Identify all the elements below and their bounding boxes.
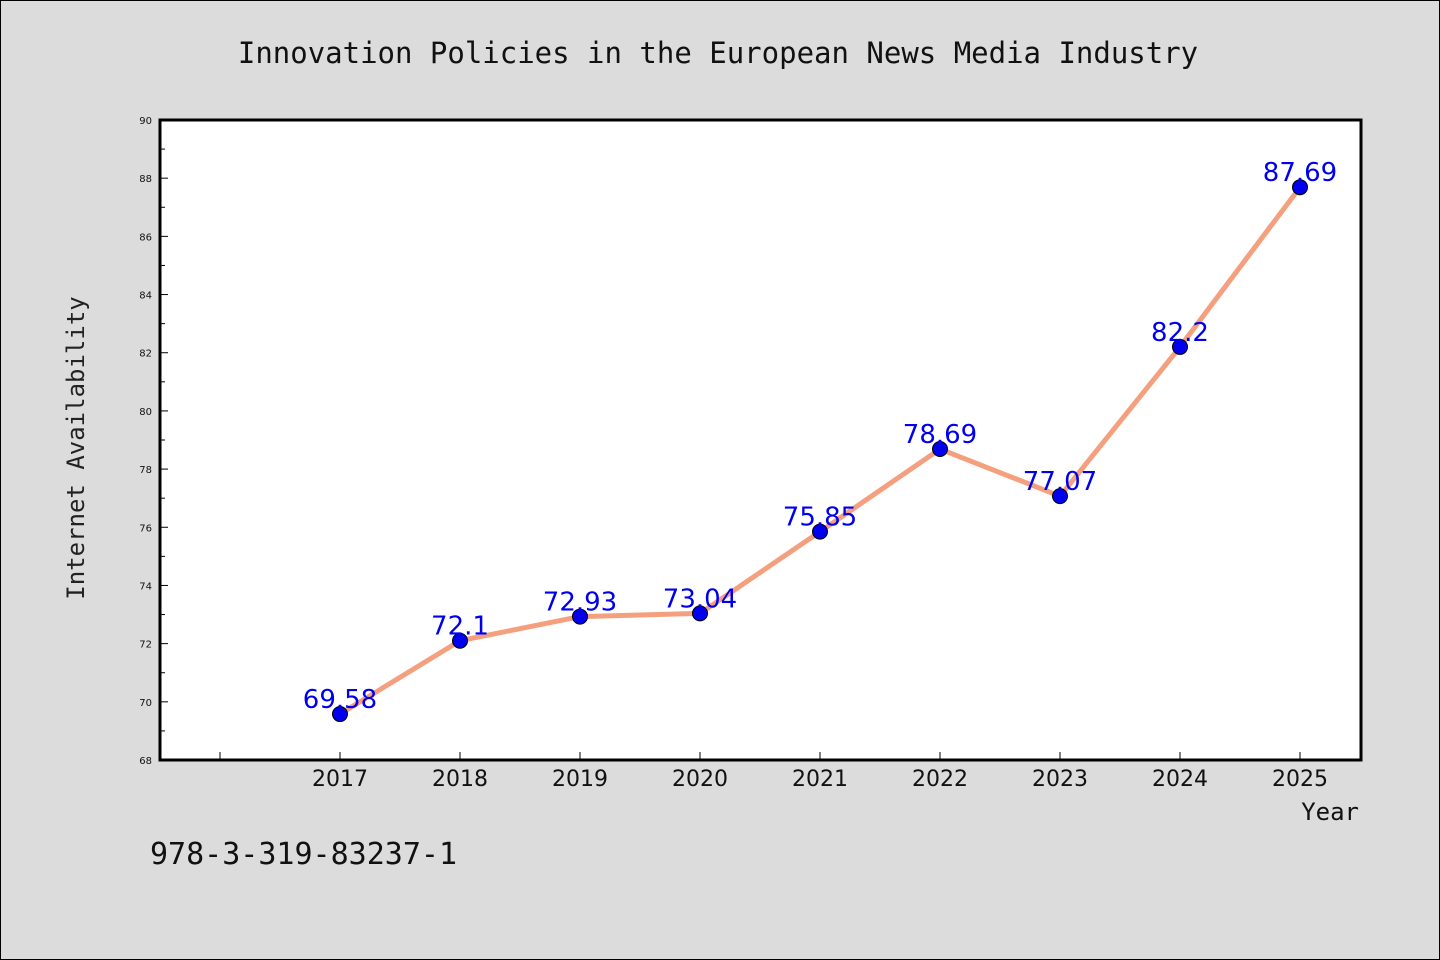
y-axis: 68 70 72 74 76 78 80 82 84 86 88 90 [139, 116, 168, 767]
data-point [1052, 488, 1068, 505]
chart-title: Innovation Policies in the European News… [238, 36, 1198, 70]
data-point [692, 605, 708, 622]
plot-area [158, 118, 1363, 762]
y-tick-label: 82 [139, 349, 152, 360]
data-label: 69.58 [303, 685, 377, 715]
x-axis-label: Year [1301, 798, 1359, 826]
data-label: 78.69 [903, 420, 977, 450]
x-tick-label: 2023 [1032, 767, 1088, 792]
data-point [812, 523, 828, 540]
y-axis-label: Internet Availability [62, 296, 90, 599]
data-point [572, 608, 588, 625]
x-tick-label: 2024 [1152, 767, 1208, 792]
x-tick-label: 2018 [432, 767, 488, 792]
data-labels: 69.58 72.1 72.93 73.04 75.85 78.69 77.07 82.2 87… [303, 158, 1337, 715]
x-tick-label: 2021 [792, 767, 848, 792]
y-tick-label: 68 [139, 756, 152, 767]
x-tick-label: 2025 [1272, 767, 1328, 792]
data-point [1172, 338, 1188, 355]
data-label: 73.04 [663, 584, 737, 614]
data-label: 72.93 [543, 588, 617, 618]
y-tick-label: 90 [139, 116, 152, 127]
y-tick-label: 72 [139, 640, 152, 651]
y-tick-label: 84 [139, 291, 152, 302]
y-tick-label: 76 [139, 523, 152, 534]
data-label: 87.69 [1263, 158, 1337, 188]
x-axis: 2017 2018 2019 2020 2021 2022 2023 2024 2025 [219, 752, 1328, 792]
data-label: 72.1 [431, 612, 489, 642]
y-tick-label: 70 [139, 698, 152, 709]
x-tick-label: 2022 [912, 767, 968, 792]
y-tick-label: 88 [139, 174, 152, 185]
data-point [1292, 179, 1308, 196]
footer-code: 978-3-319-83237-1 [150, 837, 457, 872]
y-tick-label: 74 [139, 581, 152, 592]
data-point [932, 441, 948, 458]
data-markers [332, 179, 1308, 723]
data-point [332, 706, 348, 723]
x-tick-label: 2019 [552, 767, 608, 792]
x-tick-label: 2017 [312, 767, 368, 792]
y-tick-label: 86 [139, 232, 152, 243]
y-tick-label: 80 [139, 407, 152, 418]
x-tick-label: 2020 [672, 767, 728, 792]
data-point [452, 632, 468, 649]
data-label: 75.85 [783, 503, 857, 533]
y-tick-label: 78 [139, 465, 152, 476]
data-label: 77.07 [1023, 467, 1097, 497]
data-label: 82.2 [1151, 318, 1209, 348]
